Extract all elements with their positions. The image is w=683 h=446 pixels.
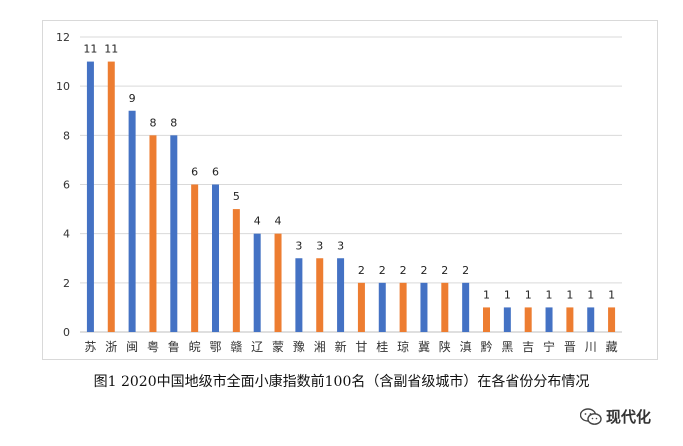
data-label: 2 bbox=[379, 264, 386, 277]
x-tick-label: 豫 bbox=[293, 340, 305, 354]
x-tick-label: 甘 bbox=[355, 340, 367, 354]
bar bbox=[107, 61, 115, 332]
x-tick-label: 赣 bbox=[230, 340, 242, 354]
x-tick-label: 桂 bbox=[376, 339, 388, 354]
bars bbox=[86, 61, 616, 332]
x-tick-label: 新 bbox=[335, 339, 347, 354]
data-label: 11 bbox=[83, 43, 97, 56]
data-label: 8 bbox=[149, 116, 156, 129]
data-label: 1 bbox=[546, 288, 553, 301]
y-tick-label: 2 bbox=[63, 277, 70, 290]
bar bbox=[462, 282, 470, 332]
x-tick-label: 闽 bbox=[126, 340, 138, 354]
data-label: 3 bbox=[316, 239, 323, 252]
x-tick-label: 蒙 bbox=[272, 340, 284, 354]
x-tick-label: 辽 bbox=[251, 340, 263, 354]
x-tick-label: 琼 bbox=[397, 339, 409, 354]
data-label: 2 bbox=[420, 264, 427, 277]
bar bbox=[399, 282, 407, 332]
data-label: 1 bbox=[504, 288, 511, 301]
bar bbox=[587, 307, 595, 332]
data-label: 1 bbox=[587, 288, 594, 301]
y-tick-label: 0 bbox=[63, 326, 70, 339]
data-label: 8 bbox=[170, 116, 177, 129]
y-tick-label: 4 bbox=[63, 228, 70, 241]
x-tick-label: 苏 bbox=[84, 340, 96, 354]
bar bbox=[274, 233, 282, 332]
x-tick-label: 皖 bbox=[189, 340, 201, 354]
bar bbox=[337, 258, 345, 332]
x-tick-label: 湘 bbox=[314, 339, 326, 354]
data-label: 4 bbox=[275, 215, 282, 228]
data-label: 3 bbox=[295, 239, 302, 252]
bar bbox=[149, 135, 157, 332]
x-tick-label: 粤 bbox=[147, 339, 159, 354]
bar bbox=[483, 307, 490, 332]
bar bbox=[545, 307, 553, 332]
x-tick-label: 吉 bbox=[522, 340, 534, 354]
bar bbox=[295, 258, 303, 332]
data-label: 6 bbox=[191, 166, 198, 179]
x-tick-label: 鄂 bbox=[209, 340, 221, 354]
x-tick-label: 滇 bbox=[460, 340, 472, 354]
data-label: 4 bbox=[254, 215, 261, 228]
x-tick-label: 川 bbox=[585, 340, 597, 354]
bar bbox=[128, 110, 136, 332]
data-label: 1 bbox=[608, 288, 615, 301]
x-tick-label: 鲁 bbox=[168, 340, 180, 354]
watermark: 现代化 bbox=[580, 406, 651, 427]
x-tick-label: 黑 bbox=[501, 340, 513, 354]
bar bbox=[86, 61, 94, 332]
x-tick-label: 黔 bbox=[480, 339, 492, 354]
bar bbox=[357, 282, 365, 332]
y-tick-label: 6 bbox=[63, 179, 70, 192]
bar bbox=[232, 209, 240, 332]
y-tick-label: 10 bbox=[56, 80, 70, 93]
gridlines bbox=[80, 36, 622, 333]
data-label: 2 bbox=[358, 264, 365, 277]
y-axis-ticks: 0 2 4 6 8 10 12 bbox=[56, 31, 70, 339]
bar bbox=[212, 184, 219, 332]
data-label: 2 bbox=[441, 264, 448, 277]
bar bbox=[191, 184, 199, 332]
data-label: 5 bbox=[233, 190, 240, 203]
x-tick-label: 陕 bbox=[439, 339, 451, 354]
bar bbox=[608, 307, 616, 332]
x-tick-label: 宁 bbox=[543, 339, 555, 354]
x-tick-label: 晋 bbox=[564, 340, 576, 354]
data-label: 1 bbox=[525, 288, 532, 301]
chart-frame bbox=[42, 20, 658, 360]
x-tick-label: 冀 bbox=[418, 340, 430, 354]
bar bbox=[566, 307, 574, 332]
data-label: 9 bbox=[129, 92, 136, 105]
bar bbox=[316, 258, 324, 332]
data-label: 6 bbox=[212, 166, 219, 179]
figure-caption: 图1 2020中国地级市全面小康指数前100名（含副省级城市）在各省份分布情况 bbox=[93, 374, 590, 390]
bar bbox=[441, 282, 449, 332]
y-tick-label: 12 bbox=[56, 31, 70, 44]
bar bbox=[253, 233, 261, 332]
data-label: 3 bbox=[337, 239, 344, 252]
data-label: 11 bbox=[104, 43, 118, 56]
bar bbox=[170, 135, 178, 332]
watermark-text: 现代化 bbox=[606, 408, 652, 426]
data-label: 1 bbox=[483, 288, 490, 301]
data-label: 2 bbox=[462, 264, 469, 277]
bar bbox=[524, 307, 532, 332]
bar bbox=[420, 282, 428, 332]
bar bbox=[378, 282, 386, 332]
data-label: 1 bbox=[566, 288, 573, 301]
bar bbox=[503, 307, 511, 332]
x-axis-ticks: 苏浙闽粤鲁皖鄂赣辽蒙豫湘新甘桂琼冀陕滇黔黑吉宁晋川藏 bbox=[84, 339, 617, 354]
y-tick-label: 8 bbox=[63, 129, 70, 142]
x-tick-label: 藏 bbox=[606, 340, 618, 354]
wechat-icon bbox=[580, 407, 602, 425]
x-tick-label: 浙 bbox=[105, 340, 117, 354]
data-label: 2 bbox=[400, 264, 407, 277]
